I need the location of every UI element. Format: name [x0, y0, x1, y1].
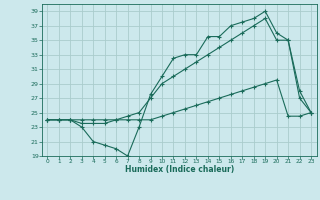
X-axis label: Humidex (Indice chaleur): Humidex (Indice chaleur)	[124, 165, 234, 174]
